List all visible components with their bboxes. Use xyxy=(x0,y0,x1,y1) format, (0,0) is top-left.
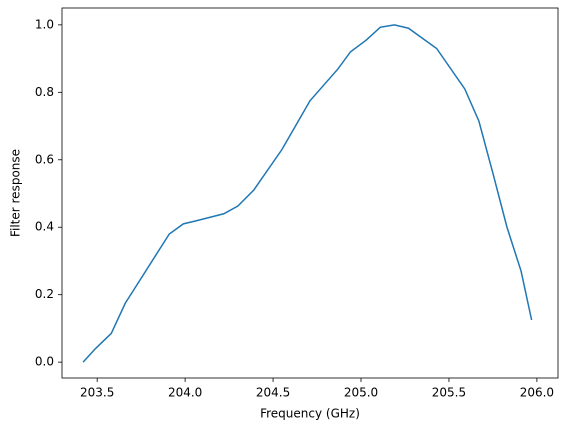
y-tick-label: 0.0 xyxy=(35,355,54,369)
x-tick-label: 205.5 xyxy=(432,386,466,400)
y-tick-label: 0.4 xyxy=(35,220,54,234)
x-tick-label: 204.0 xyxy=(168,386,202,400)
y-tick-label: 0.8 xyxy=(35,85,54,99)
x-tick-label: 203.5 xyxy=(80,386,114,400)
y-tick-label: 1.0 xyxy=(35,17,54,31)
y-axis-label: Filter response xyxy=(9,149,23,237)
y-tick-label: 0.2 xyxy=(35,287,54,301)
data-line xyxy=(82,24,533,363)
y-tick-label: 0.6 xyxy=(35,152,54,166)
plot-frame xyxy=(61,7,559,379)
x-tick-label: 205.0 xyxy=(344,386,378,400)
x-tick-label: 206.0 xyxy=(520,386,554,400)
x-tick-label: 204.5 xyxy=(256,386,290,400)
x-axis-label: Frequency (GHz) xyxy=(260,407,360,421)
